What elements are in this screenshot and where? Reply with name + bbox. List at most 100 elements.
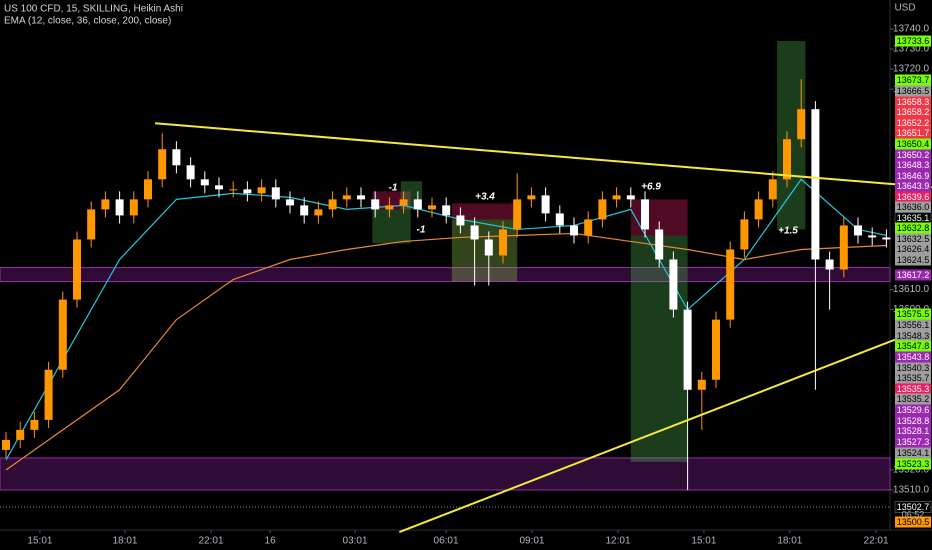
- trendline: [155, 122, 932, 189]
- price-tag-label: 13535.7: [897, 373, 930, 383]
- price-tag-label: 13556.1: [897, 320, 930, 330]
- annotation: +6.9: [641, 182, 661, 193]
- y-tick-label: 13720.0: [893, 64, 930, 75]
- price-axis: 13740.013730.013720.013710.013610.013600…: [890, 24, 932, 528]
- price-tag: [895, 372, 931, 384]
- candle-body: [158, 149, 167, 180]
- price-tag-label: 13535.3: [897, 384, 930, 394]
- price-tag: [895, 170, 931, 182]
- candle-body: [215, 185, 223, 190]
- candle-body: [669, 259, 678, 310]
- price-tag-label: 13658.3: [897, 97, 930, 107]
- annotation: +3.4: [475, 192, 495, 203]
- candle-body: [271, 187, 280, 200]
- candle-body: [115, 199, 124, 216]
- candle-body: [172, 149, 181, 166]
- price-tag-label: 13733.6: [897, 36, 930, 46]
- y-tick-label: 13520.0: [893, 465, 930, 476]
- price-tag-label: 13535.2: [897, 394, 930, 404]
- price-tag: [895, 269, 931, 281]
- price-tag-label: 13666.5: [897, 86, 930, 96]
- position-box: [630, 235, 688, 462]
- y-tick-label: 13740.0: [893, 24, 930, 35]
- price-tag: [895, 149, 931, 161]
- candle-body: [371, 199, 380, 210]
- indicator-label: EMA (12, close, 36, close, 200, close): [4, 16, 171, 27]
- candle-body: [584, 219, 593, 236]
- price-tag: [895, 447, 931, 459]
- price-tag-label: 13651.7: [897, 128, 930, 138]
- candle-body: [825, 259, 834, 270]
- candle-body: [854, 225, 862, 236]
- price-tag-label: 13548.3: [897, 331, 930, 341]
- candle-body: [655, 229, 664, 260]
- candle-body: [882, 237, 891, 240]
- price-tag: [895, 222, 931, 234]
- candle-body: [555, 213, 564, 226]
- candle-body: [87, 209, 96, 240]
- price-tag: [895, 35, 931, 47]
- price-tag-label: 13502.7: [897, 502, 930, 512]
- candle-body: [300, 205, 309, 216]
- candle-body: [740, 219, 749, 250]
- price-tag-label: 13632.5: [897, 234, 930, 244]
- price-tag-label: 13635.1: [897, 213, 930, 223]
- x-tick-label: 15:01: [691, 536, 716, 547]
- x-tick-label: 06:01: [434, 536, 459, 547]
- candle-body: [200, 179, 209, 186]
- candle-body: [16, 429, 25, 440]
- price-tag-label: 13658.2: [897, 107, 930, 117]
- candle-body: [726, 249, 735, 320]
- price-tag: [895, 180, 931, 192]
- candle-body: [456, 215, 465, 226]
- candle-body: [428, 205, 436, 210]
- price-tag: [895, 415, 931, 427]
- countdown: 06:52: [902, 509, 925, 519]
- candle-body: [58, 299, 67, 370]
- price-tag-label: 13650.2: [897, 150, 930, 160]
- price-tag-label: 13575.5: [897, 309, 930, 319]
- x-tick-label: 15:01: [27, 536, 52, 547]
- price-tag-label: 13540.3: [897, 363, 930, 373]
- price-tag: [895, 362, 931, 374]
- price-tag: [895, 458, 931, 470]
- price-tag-label: 13636.0: [897, 202, 930, 212]
- candle-body: [811, 109, 820, 260]
- zone: [0, 267, 891, 283]
- candle-body: [527, 195, 536, 200]
- candle-body: [144, 179, 152, 200]
- candle-body: [286, 199, 294, 206]
- price-tag-label: 13652.2: [897, 118, 930, 128]
- x-tick-label: 09:01: [519, 536, 544, 547]
- candle-body: [357, 195, 365, 200]
- price-tag: [895, 96, 931, 108]
- candle-body: [243, 189, 252, 194]
- y-tick-label: 13730.0: [893, 44, 930, 55]
- position-box: [451, 203, 518, 220]
- price-tag: [895, 516, 931, 528]
- price-tag-label: 13650.4: [897, 139, 930, 149]
- x-tick-label: 22:01: [199, 536, 224, 547]
- candle-body: [499, 229, 507, 256]
- price-tag: [895, 340, 931, 352]
- candle-body: [868, 235, 877, 238]
- candle-body: [399, 199, 408, 206]
- price-tag: [895, 85, 931, 97]
- candle-body: [101, 199, 110, 210]
- candle-body: [73, 239, 81, 300]
- price-tag-label: 13617.2: [897, 270, 930, 280]
- price-tag: [894, 501, 932, 513]
- y-tick-label: 13610.0: [893, 284, 930, 295]
- candle-body: [754, 199, 763, 220]
- candle-body: [186, 165, 195, 180]
- price-tag-label: 13529.6: [897, 405, 930, 415]
- position-box: [451, 219, 518, 282]
- candle-body: [385, 205, 394, 210]
- x-tick-label: 18:01: [112, 536, 137, 547]
- price-tag: [895, 201, 931, 213]
- ema-line: [5, 232, 887, 471]
- candle-body: [768, 179, 777, 200]
- candle-body: [641, 199, 649, 230]
- candle-body: [30, 419, 39, 430]
